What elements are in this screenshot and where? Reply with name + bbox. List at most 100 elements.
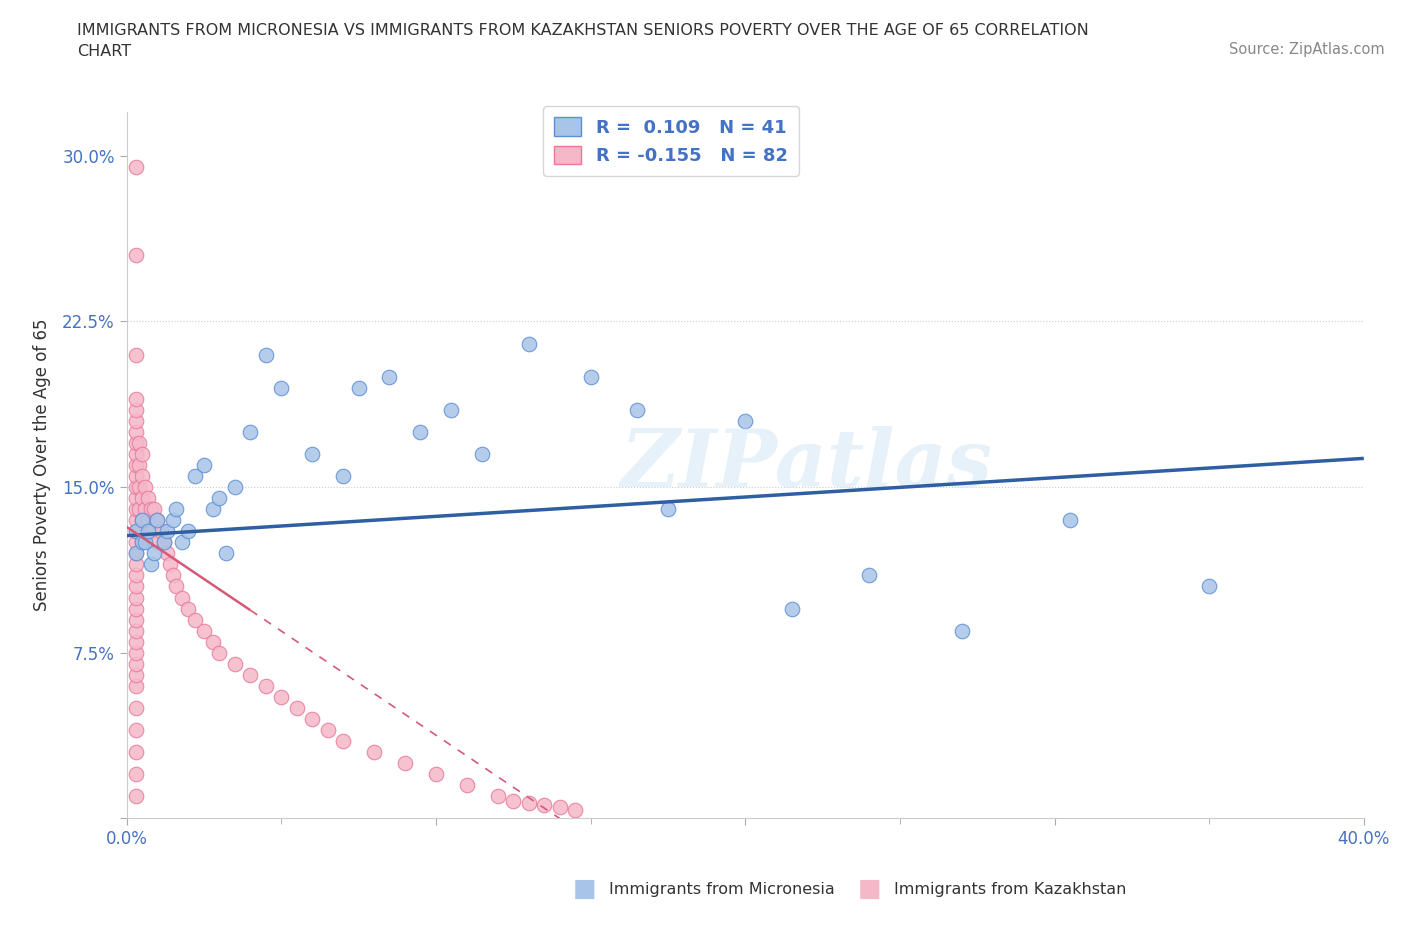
Point (159, 557, 181, 572)
Point (125, 591, 148, 605)
Point (134, 535, 156, 550)
Point (125, 435, 148, 450)
Point (183, 612, 205, 627)
Point (125, 392, 148, 406)
Point (125, 480, 148, 495)
Point (152, 535, 174, 550)
Point (394, 756, 416, 771)
Point (858, 568, 880, 583)
Point (734, 414, 756, 429)
Point (125, 579, 148, 594)
Point (363, 745, 385, 760)
Point (378, 369, 401, 384)
Point (125, 657, 148, 671)
Point (125, 524, 148, 538)
Point (202, 502, 225, 517)
Point (162, 512, 184, 527)
Point (141, 557, 163, 572)
Point (125, 789, 148, 804)
Point (125, 723, 148, 737)
Point (579, 369, 602, 384)
Point (131, 491, 153, 506)
Point (143, 524, 166, 538)
Point (626, 403, 648, 418)
Point (440, 403, 463, 418)
Point (152, 535, 174, 550)
Point (125, 491, 148, 506)
Point (502, 793, 524, 808)
Point (202, 634, 225, 649)
Point (128, 502, 150, 517)
Point (224, 480, 246, 495)
Point (156, 524, 179, 538)
Point (125, 469, 148, 484)
Point (125, 535, 148, 550)
Point (125, 557, 148, 572)
Point (143, 502, 166, 517)
Point (347, 380, 370, 395)
Point (564, 802, 586, 817)
Point (177, 601, 200, 616)
Point (125, 546, 148, 561)
Point (301, 446, 323, 461)
Point (208, 491, 231, 506)
Point (131, 535, 153, 550)
Point (136, 524, 159, 538)
Point (285, 700, 308, 715)
Point (208, 645, 231, 660)
Text: ■: ■ (858, 877, 882, 901)
Point (141, 524, 163, 538)
Point (125, 424, 148, 439)
Point (214, 546, 236, 561)
Point (125, 403, 148, 418)
Point (125, 247, 148, 262)
Point (149, 524, 172, 538)
Point (125, 679, 148, 694)
Point (332, 734, 354, 749)
Point (533, 798, 555, 813)
Point (125, 668, 148, 683)
Point (143, 546, 166, 561)
Point (332, 469, 354, 484)
Point (131, 446, 153, 461)
Point (165, 502, 187, 517)
Point (125, 414, 148, 429)
Point (1059, 512, 1081, 527)
Point (177, 524, 200, 538)
Point (156, 546, 179, 561)
Point (125, 446, 148, 461)
Point (780, 601, 803, 616)
Point (125, 512, 148, 527)
Point (125, 745, 148, 760)
Point (134, 480, 156, 495)
Legend: R =  0.109   N = 41, R = -0.155   N = 82: R = 0.109 N = 41, R = -0.155 N = 82 (543, 107, 799, 176)
Text: Immigrants from Micronesia: Immigrants from Micronesia (609, 882, 835, 897)
Point (131, 512, 153, 527)
Point (141, 502, 163, 517)
Point (239, 424, 262, 439)
Point (125, 502, 148, 517)
Point (125, 645, 148, 660)
Point (193, 458, 215, 472)
Point (172, 535, 194, 550)
Point (1198, 579, 1220, 594)
Text: ZIPatlas: ZIPatlas (621, 426, 993, 504)
Point (128, 524, 150, 538)
Point (183, 469, 205, 484)
Point (128, 480, 150, 495)
Point (486, 789, 509, 804)
Point (128, 458, 150, 472)
Point (657, 502, 679, 517)
Point (224, 657, 246, 671)
Point (548, 800, 571, 815)
Point (471, 446, 494, 461)
Point (128, 435, 150, 450)
Text: IMMIGRANTS FROM MICRONESIA VS IMMIGRANTS FROM KAZAKHSTAN SENIORS POVERTY OVER TH: IMMIGRANTS FROM MICRONESIA VS IMMIGRANTS… (77, 23, 1090, 60)
Point (950, 623, 973, 638)
Point (131, 535, 153, 550)
Point (165, 579, 187, 594)
Point (131, 512, 153, 527)
Point (125, 458, 148, 472)
Point (146, 512, 169, 527)
Point (125, 700, 148, 715)
